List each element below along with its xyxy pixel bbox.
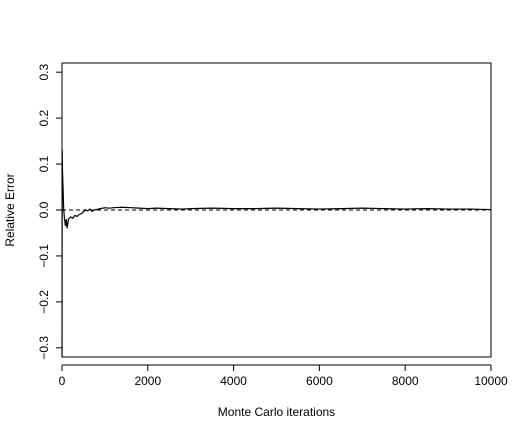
x-axis-ticks: 0 2000 4000 6000 8000 10000 xyxy=(59,364,508,388)
y-tick-label: 0.1 xyxy=(37,155,51,172)
series-line xyxy=(61,150,492,358)
y-axis-ticks: −0.3 −0.2 −0.1 0.0 0.1 0.2 0.3 xyxy=(37,64,63,360)
y-tick-label: 0.0 xyxy=(37,201,51,218)
x-tick-label: 8000 xyxy=(392,374,419,388)
y-tick-label: 0.2 xyxy=(37,109,51,126)
plot-frame xyxy=(61,62,492,358)
y-tick-label: 0.3 xyxy=(37,64,51,81)
y-axis-label: Relative Error xyxy=(3,173,17,246)
x-tick-label: 6000 xyxy=(306,374,333,388)
y-tick-label: −0.2 xyxy=(37,290,51,314)
y-tick-label: −0.3 xyxy=(37,336,51,360)
x-tick-label: 2000 xyxy=(134,374,161,388)
x-tick-label: 10000 xyxy=(474,374,508,388)
x-tick-label: 4000 xyxy=(220,374,247,388)
y-tick-label: −0.1 xyxy=(37,244,51,268)
x-axis-label: Monte Carlo iterations xyxy=(218,405,335,419)
x-tick-label: 0 xyxy=(59,374,66,388)
